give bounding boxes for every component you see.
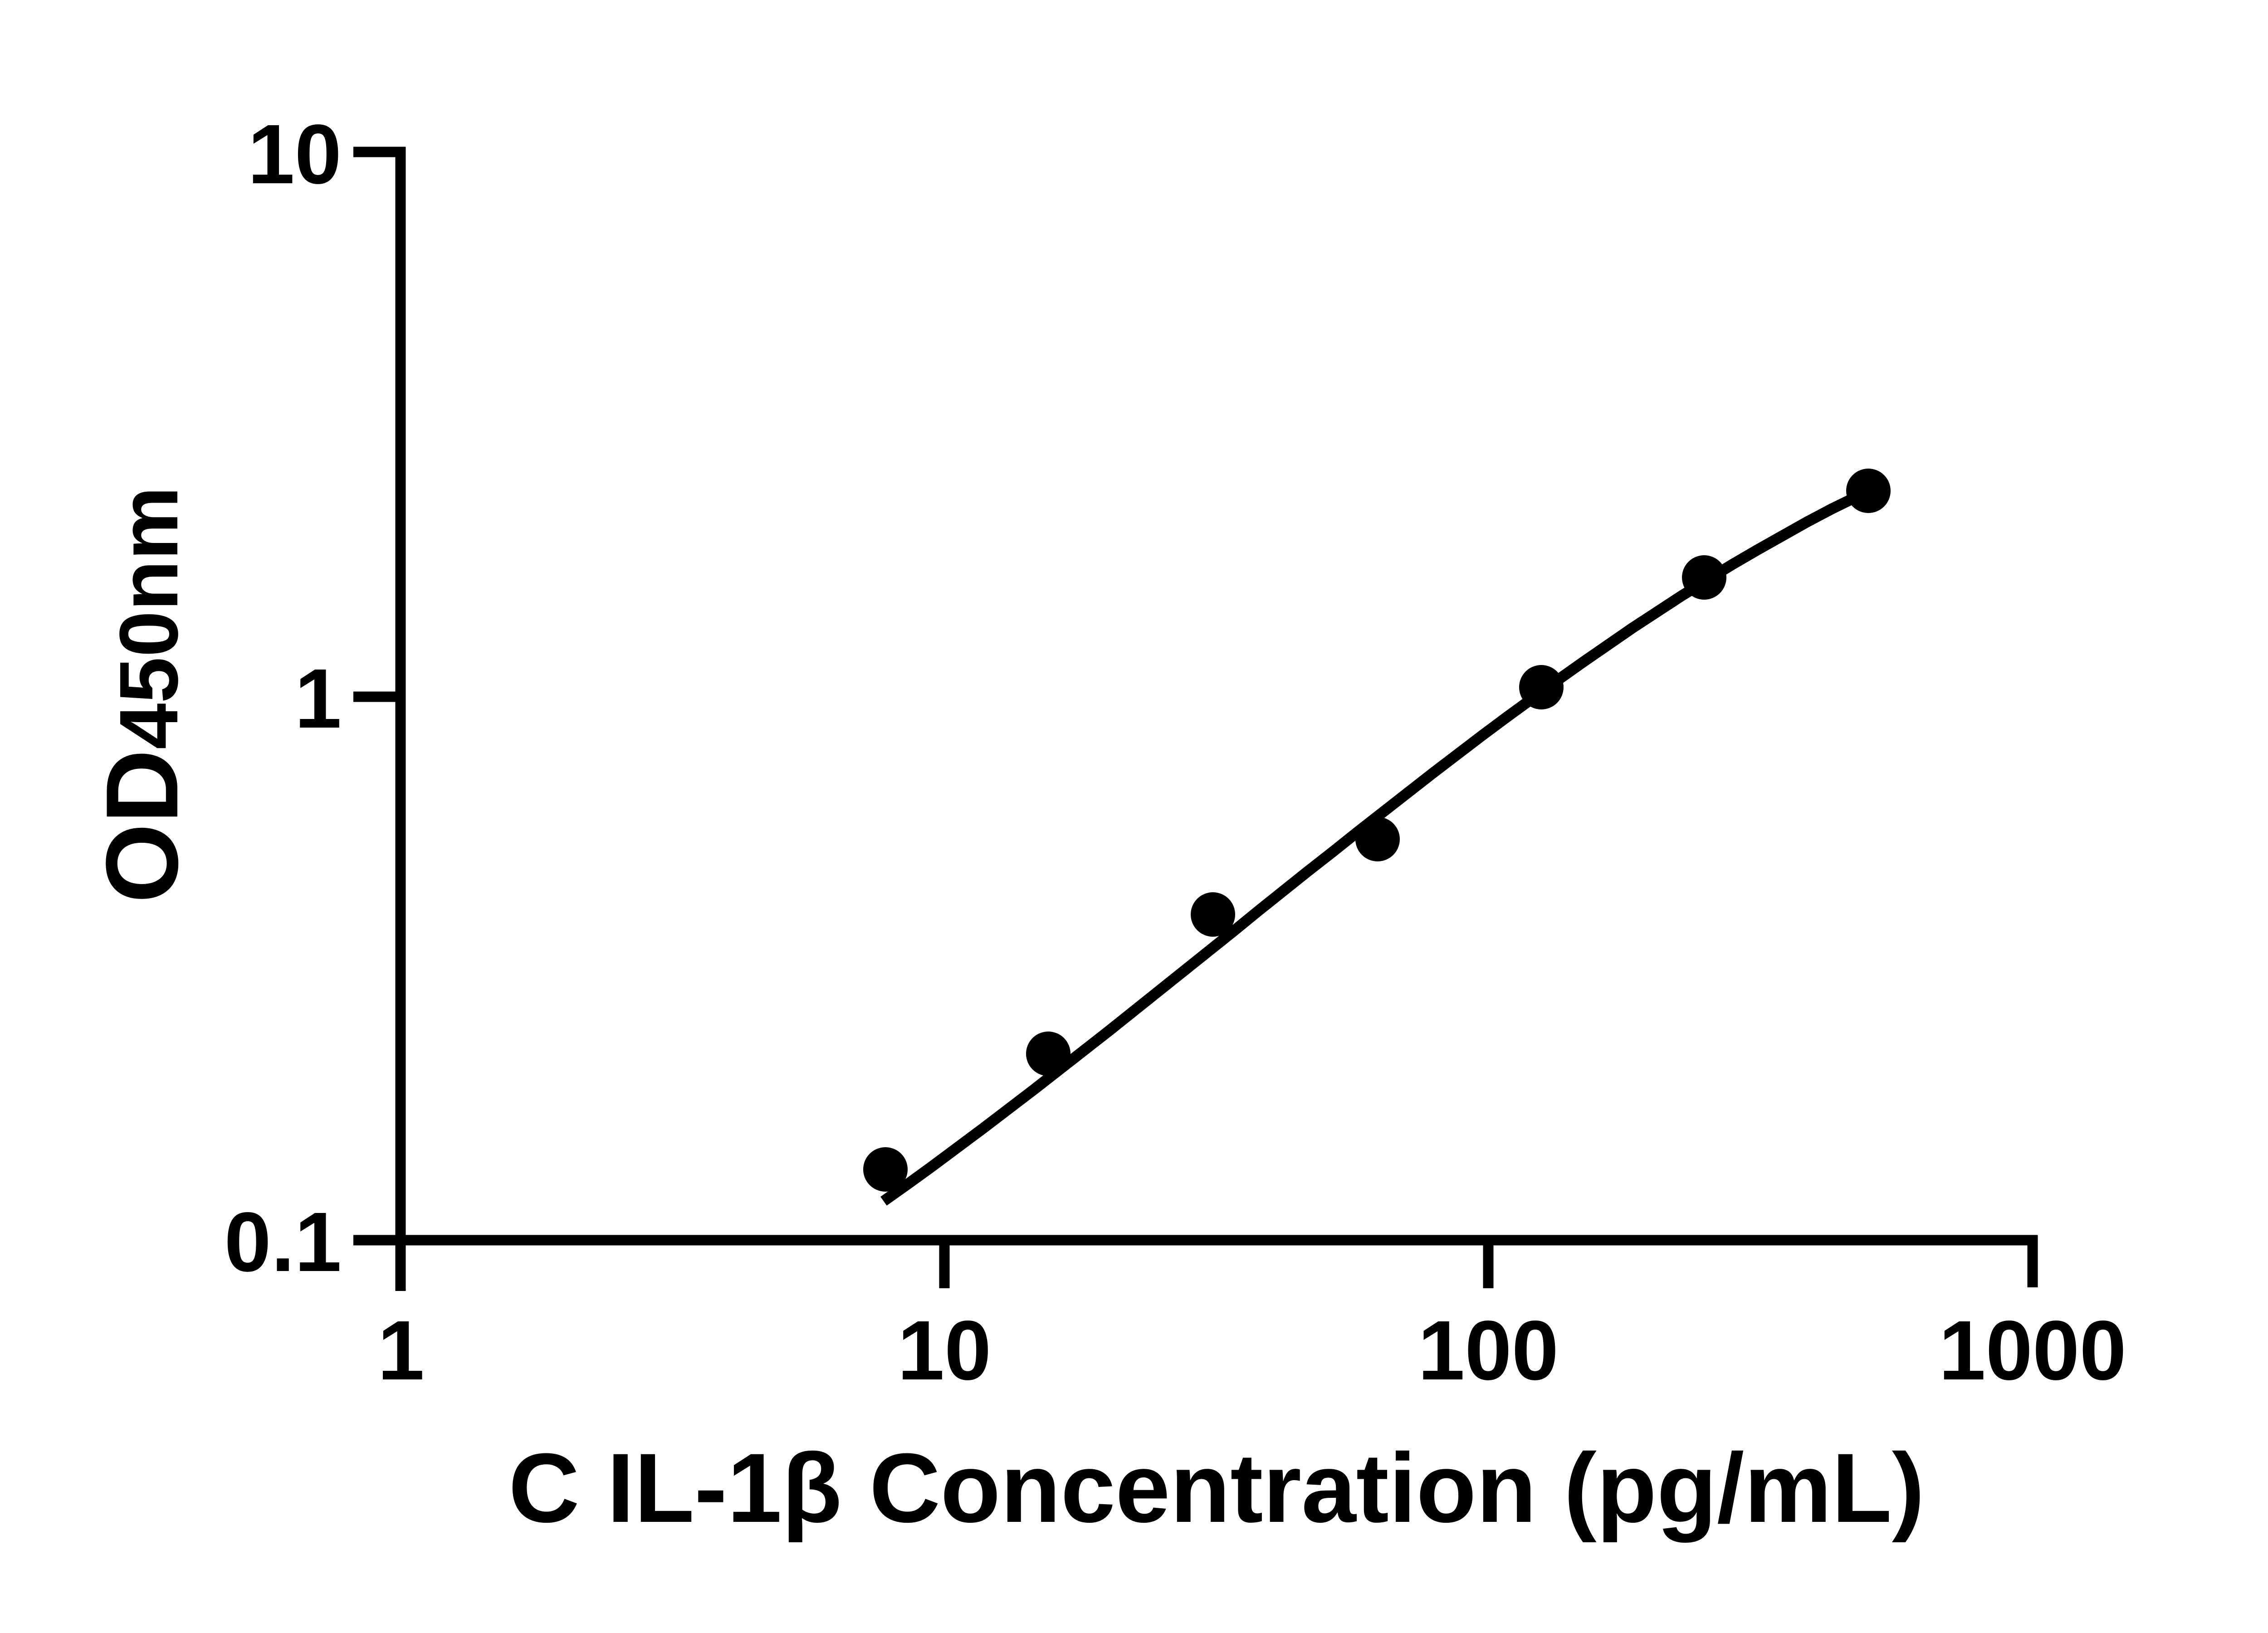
svg-text:1000: 1000 bbox=[1939, 1304, 2126, 1398]
svg-text:10: 10 bbox=[898, 1304, 992, 1398]
svg-text:1: 1 bbox=[377, 1304, 424, 1398]
svg-text:100: 100 bbox=[1418, 1304, 1559, 1398]
svg-text:1: 1 bbox=[295, 652, 342, 746]
svg-text:10: 10 bbox=[248, 108, 342, 201]
svg-text:C IL-1β Concentration (pg/mL): C IL-1β Concentration (pg/mL) bbox=[508, 1433, 1925, 1543]
svg-text:OD450nm: OD450nm bbox=[84, 486, 199, 903]
svg-text:0.1: 0.1 bbox=[224, 1195, 342, 1289]
